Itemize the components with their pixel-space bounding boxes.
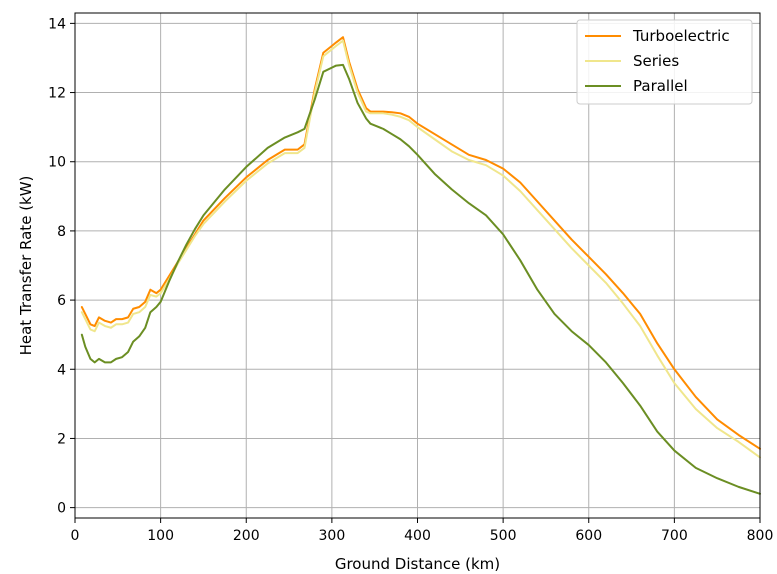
y-tick-label: 14 — [48, 16, 66, 32]
x-tick-label: 800 — [747, 528, 774, 544]
series-line-parallel — [80, 63, 761, 495]
y-tick-label: 12 — [48, 86, 66, 102]
x-tick-label: 600 — [575, 528, 602, 544]
y-tick-label: 10 — [48, 155, 66, 171]
legend-label-parallel: Parallel — [633, 77, 688, 95]
y-tick-label: 0 — [57, 501, 66, 517]
x-tick-label: 700 — [661, 528, 688, 544]
x-tick-label: 200 — [233, 528, 260, 544]
x-tick-label: 100 — [147, 528, 174, 544]
x-tick-label: 400 — [404, 528, 431, 544]
y-tick-label: 8 — [57, 224, 66, 240]
y-axis-label: Heat Transfer Rate (kW) — [17, 176, 35, 356]
series-line-series — [80, 39, 761, 459]
x-tick-label: 0 — [71, 528, 80, 544]
y-tick-label: 2 — [57, 431, 66, 447]
legend: Turboelectric Series Parallel — [576, 19, 753, 105]
y-tick-label: 6 — [57, 293, 66, 309]
x-tick-label: 500 — [490, 528, 517, 544]
series-line-turboelectric — [80, 36, 761, 450]
legend-label-series: Series — [633, 52, 679, 70]
x-axis-label: Ground Distance (km) — [335, 555, 500, 573]
series-lines — [80, 36, 761, 495]
grid-lines — [74, 13, 761, 518]
legend-box — [576, 19, 753, 105]
x-tick-label: 300 — [319, 528, 346, 544]
y-tick-label: 4 — [57, 362, 66, 378]
legend-label-turboelectric: Turboelectric — [632, 27, 730, 45]
axis-ticks: 0 100 200 300 400 500 600 700 800 0 2 4 6 8 10 12 14 — [48, 16, 773, 544]
